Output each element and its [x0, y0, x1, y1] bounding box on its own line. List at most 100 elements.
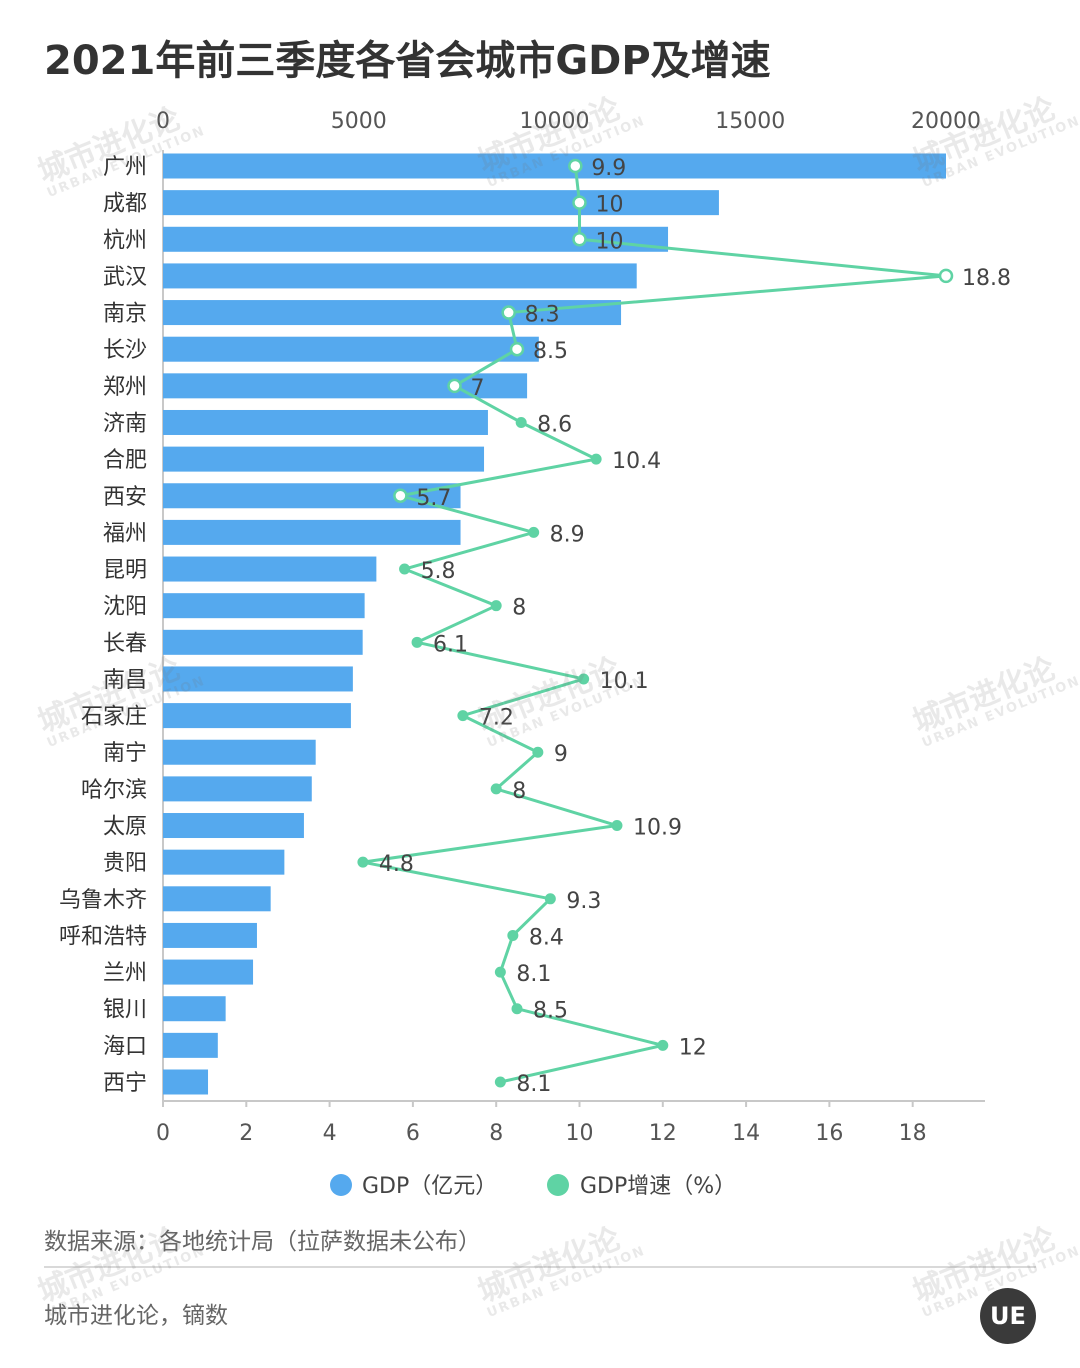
legend-gdp-label: GDP（亿元）	[362, 1174, 497, 1199]
growth-data-label: 8.5	[533, 339, 568, 364]
growth-data-label: 18.8	[962, 266, 1011, 291]
category-label: 沈阳	[103, 595, 147, 620]
category-label: 福州	[103, 521, 147, 546]
gdp-bar	[163, 886, 271, 912]
category-label: 南昌	[103, 668, 147, 693]
category-label: 长沙	[103, 338, 147, 363]
growth-data-label: 9	[554, 742, 568, 767]
category-label: 哈尔滨	[81, 778, 147, 803]
growth-data-label: 10.4	[612, 449, 661, 474]
chart-title: 2021年前三季度各省会城市GDP及增速	[44, 38, 771, 84]
growth-data-label: 5.8	[421, 559, 456, 584]
growth-point	[447, 378, 462, 394]
gdp-bar	[163, 593, 365, 619]
growth-point	[511, 1003, 523, 1015]
category-label: 西宁	[103, 1071, 147, 1096]
growth-point	[528, 526, 540, 538]
growth-data-label: 7.2	[479, 706, 514, 731]
category-label: 海口	[103, 1034, 147, 1059]
gdp-bar	[163, 849, 285, 875]
bottom-axis-tick-label: 6	[406, 1121, 420, 1146]
growth-point	[509, 341, 525, 357]
gdp-bar	[163, 263, 637, 289]
ue-logo: UE	[980, 1288, 1036, 1344]
growth-point	[490, 783, 502, 795]
growth-point	[532, 746, 544, 758]
bottom-axis-tick-label: 18	[899, 1121, 927, 1146]
growth-point	[572, 232, 587, 247]
growth-point	[507, 929, 519, 941]
category-label: 武汉	[103, 265, 147, 290]
gdp-bar	[163, 666, 353, 692]
gdp-bar	[163, 519, 461, 545]
category-label: 郑州	[103, 375, 147, 400]
data-source-note: 数据来源：各地统计局（拉萨数据未公布）	[44, 1229, 481, 1255]
top-axis-tick-label: 10000	[520, 109, 590, 134]
growth-point	[515, 416, 527, 428]
growth-data-label: 8.1	[516, 1072, 551, 1097]
gdp-bar	[163, 336, 539, 362]
gdp-bar	[163, 190, 719, 216]
growth-data-label: 9.9	[591, 156, 626, 181]
growth-data-label: 8	[512, 596, 526, 621]
growth-data-label: 8.1	[516, 962, 551, 987]
gdp-bar	[163, 153, 946, 179]
growth-data-label: 9.3	[566, 889, 601, 914]
growth-data-label: 8.4	[529, 925, 564, 950]
category-label: 乌鲁木齐	[59, 888, 147, 913]
gdp-bar	[163, 556, 377, 582]
growth-point	[501, 305, 516, 320]
growth-point	[357, 856, 369, 868]
gdp-bar	[163, 629, 363, 655]
category-label: 石家庄	[81, 705, 147, 730]
category-label: 太原	[103, 815, 147, 840]
growth-point	[657, 1039, 669, 1051]
gdp-bar	[163, 300, 622, 326]
category-label: 兰州	[103, 961, 147, 986]
bottom-axis-tick-label: 4	[323, 1121, 337, 1146]
category-label: 南宁	[103, 741, 147, 766]
gdp-bar	[163, 703, 351, 729]
growth-data-label: 4.8	[379, 852, 414, 877]
growth-point	[457, 710, 469, 722]
growth-data-label: 10	[595, 193, 623, 218]
growth-point	[411, 636, 423, 648]
growth-data-label: 7	[471, 376, 485, 401]
growth-data-label: 8	[512, 779, 526, 804]
legend-growth-label: GDP增速（%）	[580, 1174, 736, 1199]
growth-point	[611, 820, 623, 832]
bottom-axis-tick-label: 16	[815, 1121, 843, 1146]
category-label: 南京	[103, 302, 147, 327]
growth-data-label: 12	[679, 1035, 707, 1060]
bottom-axis-tick-label: 8	[489, 1121, 503, 1146]
category-label: 贵阳	[103, 851, 147, 876]
category-label: 昆明	[103, 558, 147, 583]
bottom-axis-tick-label: 2	[239, 1121, 253, 1146]
gdp-bar	[163, 446, 485, 472]
bottom-axis-tick-label: 14	[732, 1121, 760, 1146]
legend-gdp-marker	[330, 1174, 352, 1196]
gdp-bar	[163, 776, 312, 802]
growth-data-label: 8.9	[550, 522, 585, 547]
top-axis-tick-label: 5000	[331, 109, 387, 134]
growth-point	[544, 893, 556, 905]
gdp-bar	[163, 1069, 209, 1095]
footer-divider	[44, 1266, 1036, 1268]
category-label: 西安	[103, 485, 147, 510]
gdp-bar	[163, 483, 461, 509]
gdp-bar	[163, 922, 257, 948]
growth-point	[490, 600, 502, 612]
growth-data-label: 6.1	[433, 632, 468, 657]
growth-point	[399, 563, 411, 575]
bottom-axis-tick-label: 10	[565, 1121, 593, 1146]
growth-data-label: 10.9	[633, 816, 682, 841]
growth-data-label: 8.6	[537, 412, 572, 437]
growth-data-label: 10.1	[600, 669, 649, 694]
credit-text: 城市进化论，镝数	[44, 1303, 228, 1329]
gdp-bar	[163, 739, 316, 765]
growth-point	[590, 453, 602, 465]
growth-point	[568, 158, 583, 174]
category-label: 银川	[103, 998, 147, 1023]
growth-data-label: 8.3	[525, 303, 560, 328]
